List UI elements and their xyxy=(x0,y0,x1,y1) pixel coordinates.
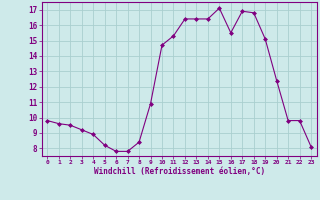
X-axis label: Windchill (Refroidissement éolien,°C): Windchill (Refroidissement éolien,°C) xyxy=(94,167,265,176)
